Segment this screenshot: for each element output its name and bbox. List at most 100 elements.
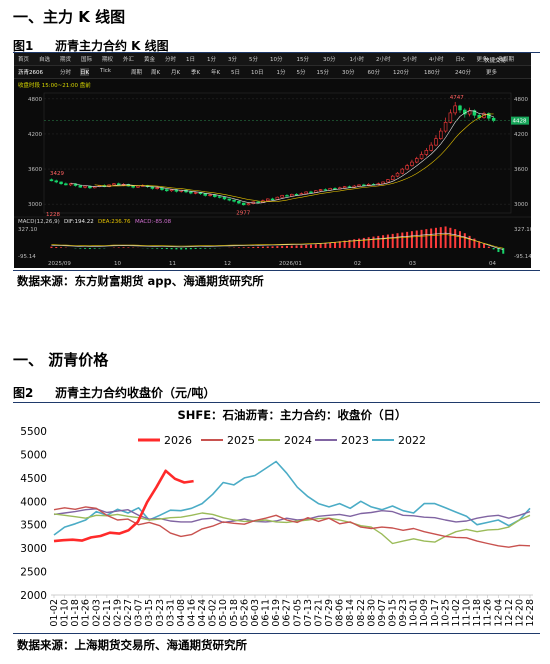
price-x-tick: 07-21 — [313, 599, 324, 627]
legend-label-2026: 2026 — [164, 434, 192, 447]
price-y-tick: 2500 — [20, 567, 47, 579]
terminal-top-tab[interactable]: 1日 — [186, 57, 195, 63]
price-series-2024 — [53, 512, 531, 545]
terminal-top-tab[interactable]: 2小时 — [376, 57, 391, 63]
price-y-tick: 2000 — [20, 590, 47, 602]
kline-last-price: 4428 — [513, 119, 527, 125]
terminal-period-tab[interactable]: 240分 — [455, 70, 471, 76]
kline-date-tick: 2026/01 — [279, 261, 302, 267]
kline-price-tick-right: 3000 — [514, 202, 528, 208]
kline-candle-body — [265, 198, 270, 202]
price-x-tick: 07-13 — [303, 599, 314, 627]
price-x-tick: 01-26 — [81, 599, 92, 627]
terminal-top-tab[interactable]: 多周期 — [497, 57, 515, 63]
quick-trade-button[interactable]: 快捷交易 — [484, 58, 507, 64]
kline-candle-body — [217, 196, 222, 198]
terminal-top-tab[interactable]: 期货 — [60, 57, 72, 63]
kline-candle-body — [78, 185, 83, 188]
price-x-tick: 06-19 — [271, 599, 282, 627]
kline-candle-body — [213, 194, 217, 197]
terminal-top-tab[interactable]: 10分 — [270, 57, 283, 63]
kline-price-tick-right: 4800 — [514, 97, 528, 103]
price-x-tick: 01-18 — [70, 599, 81, 627]
kline-candle-body — [54, 180, 58, 183]
terminal-period-tab[interactable]: 日K — [80, 68, 90, 76]
kline-chart: 4800 4800 4200 4200 3600 3600 3000 3000 3429 1228… — [14, 92, 531, 267]
terminal-period-tab[interactable]: 5日 — [231, 70, 240, 76]
price-x-tick: 12-04 — [493, 599, 504, 627]
terminal-period-tab[interactable]: 分时 — [60, 70, 72, 76]
terminal-period-tab[interactable]: 60分 — [367, 70, 381, 76]
legend-label-2022: 2022 — [398, 434, 426, 447]
terminal-top-tab[interactable]: 分时 — [165, 57, 177, 63]
terminal-period-tab[interactable]: 10日 — [251, 70, 264, 76]
price-y-tick: 4500 — [20, 473, 47, 485]
price-x-tick: 11-10 — [462, 599, 473, 627]
kline-candle-body — [112, 183, 116, 186]
terminal-period-tab[interactable]: 1分 — [276, 70, 286, 76]
terminal-period-tab[interactable]: 周期 — [131, 70, 143, 76]
terminal-period-tab[interactable]: 月K — [171, 70, 181, 76]
terminal-top-tab[interactable]: 国际 — [81, 57, 93, 63]
terminal-top-tab[interactable]: 黄金 — [144, 57, 156, 63]
kline-ma10-line — [94, 113, 494, 202]
macd-bottom-tick: -95.14 — [18, 254, 36, 260]
price-series-2026 — [53, 469, 194, 543]
terminal-period-tab[interactable]: 120分 — [393, 70, 409, 76]
terminal-top-tab[interactable]: 15分 — [296, 57, 310, 63]
price-x-tick: 02-27 — [123, 599, 134, 627]
terminal-top-tab[interactable]: 3分 — [228, 57, 237, 63]
terminal-top-tab[interactable]: 30分 — [323, 57, 336, 63]
macd-right-top-tick: 327.10 — [514, 227, 531, 233]
terminal-period-tab[interactable]: 30分 — [342, 70, 355, 76]
figure1-bottom-rule — [13, 270, 540, 271]
kline-candle-body — [323, 189, 328, 191]
terminal-top-tab[interactable]: 1小时 — [349, 57, 365, 63]
terminal-top-tab[interactable]: 更多 — [476, 57, 488, 63]
price-x-tick: 08-06 — [335, 599, 346, 627]
kline-candle-body — [405, 165, 409, 170]
terminal-info-bar — [14, 79, 531, 89]
terminal-top-tab[interactable]: 日K — [455, 57, 465, 63]
price-x-tick: 03-31 — [165, 599, 176, 627]
terminal-top-tab[interactable]: 期权 — [102, 57, 114, 63]
terminal-period-tab[interactable]: 5分 — [296, 70, 306, 76]
terminal-period-tab[interactable]: 季K — [191, 70, 201, 76]
price-x-tick: 08-22 — [356, 599, 367, 627]
terminal-top-tab[interactable]: 1分 — [207, 57, 216, 63]
kline-date-tick: 03 — [409, 261, 416, 267]
kline-candle-body — [410, 161, 414, 166]
price-x-tick: 08-14 — [345, 599, 356, 627]
kline-date-tick: 2025/09 — [48, 261, 71, 267]
terminal-top-tab[interactable]: 3小时 — [402, 57, 418, 63]
kline-date-tick: 11 — [169, 261, 176, 267]
kline-candle-body — [347, 186, 352, 188]
price-x-tick: 05-02 — [208, 599, 219, 627]
terminal-top-tab[interactable]: 外汇 — [123, 57, 135, 63]
price-x-tick: 10-09 — [419, 599, 430, 627]
price-x-tick: 08-30 — [366, 599, 377, 627]
kline-candle-body — [256, 201, 260, 203]
kline-candle-body — [342, 186, 347, 189]
kline-candle-body — [458, 105, 462, 111]
price-x-tick: 10-25 — [440, 599, 451, 627]
price-x-tick: 10-01 — [409, 599, 420, 627]
terminal-period-tab[interactable]: 年K — [211, 70, 221, 76]
macd-val: MACD:-85.08 — [135, 219, 172, 225]
kline-candle-body — [429, 144, 433, 151]
kline-candle-body — [357, 184, 361, 187]
terminal-period-tab[interactable]: 15分 — [316, 70, 330, 76]
terminal-period-tab[interactable]: Tick — [100, 68, 111, 74]
price-y-tick: 5000 — [20, 449, 47, 461]
terminal-period-tab[interactable]: 更多 — [486, 70, 498, 76]
kline-candle-body — [246, 203, 251, 206]
terminal-period-tab[interactable]: 180分 — [424, 70, 440, 76]
kline-candle-body — [275, 196, 280, 200]
terminal-period-tab[interactable]: 周K — [151, 70, 161, 76]
terminal-top-tab[interactable]: 4小时 — [429, 57, 444, 63]
macd-top-tick: 327.10 — [18, 227, 38, 233]
kline-price-tick: 4800 — [28, 97, 42, 103]
terminal-top-tab[interactable]: 首页 — [18, 57, 30, 63]
terminal-top-tab[interactable]: 5分 — [249, 57, 258, 63]
terminal-top-tab[interactable]: 自选 — [39, 57, 51, 63]
